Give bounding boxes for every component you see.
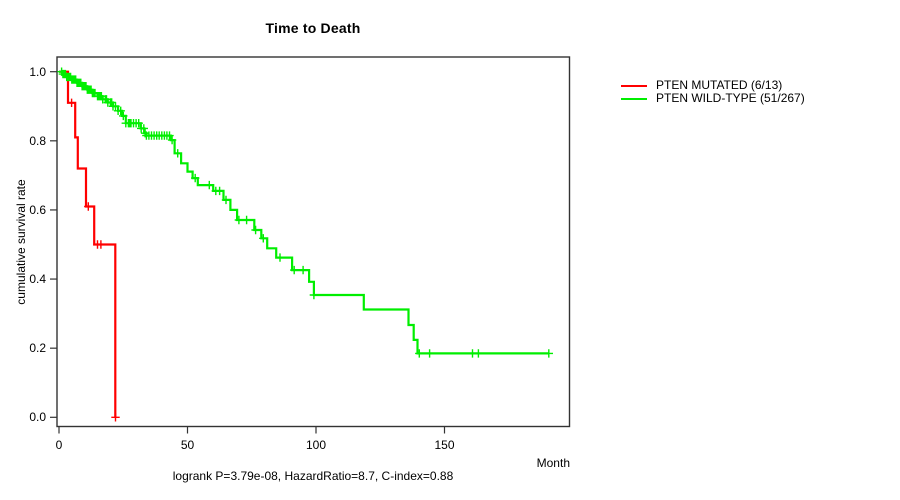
survival-curve-pten-mutated (59, 70, 117, 418)
legend-label-pten-wildtype: PTEN WILD-TYPE (51/267) (656, 91, 805, 105)
y-tick-label: 0.2 (29, 341, 46, 356)
y-tick-label: 0.8 (29, 133, 46, 148)
legend: PTEN MUTATED (6/13) PTEN WILD-TYPE (51/2… (621, 79, 805, 105)
x-tick-label: 100 (305, 438, 327, 452)
legend-label-pten-mutated: PTEN MUTATED (6/13) (656, 78, 783, 92)
y-tick-label: 0.0 (29, 410, 46, 425)
legend-item-pten-wildtype: PTEN WILD-TYPE (51/267) (621, 92, 805, 105)
legend-item-pten-mutated: PTEN MUTATED (6/13) (621, 79, 805, 92)
x-tick-label: 150 (434, 438, 455, 452)
plot-frame (56, 56, 571, 428)
censor-marks-pten-mutated (67, 98, 120, 422)
legend-line-green (621, 97, 647, 100)
stats-annotation: logrank P=3.79e-08, HazardRatio=8.7, C-i… (172, 469, 454, 483)
y-tick-label: 0.6 (29, 202, 46, 217)
y-tick-label: 0.4 (29, 272, 46, 287)
y-tick-label: 1.0 (29, 64, 46, 79)
x-tick-label: 50 (180, 438, 195, 452)
survival-curve-pten-wildtype (59, 70, 549, 355)
x-tick-label: 0 (55, 438, 63, 452)
x-axis-label: Month (536, 456, 570, 470)
censor-marks-pten-wildtype (57, 67, 553, 358)
legend-line-red (621, 84, 647, 87)
chart-title: Time to Death (265, 20, 361, 36)
